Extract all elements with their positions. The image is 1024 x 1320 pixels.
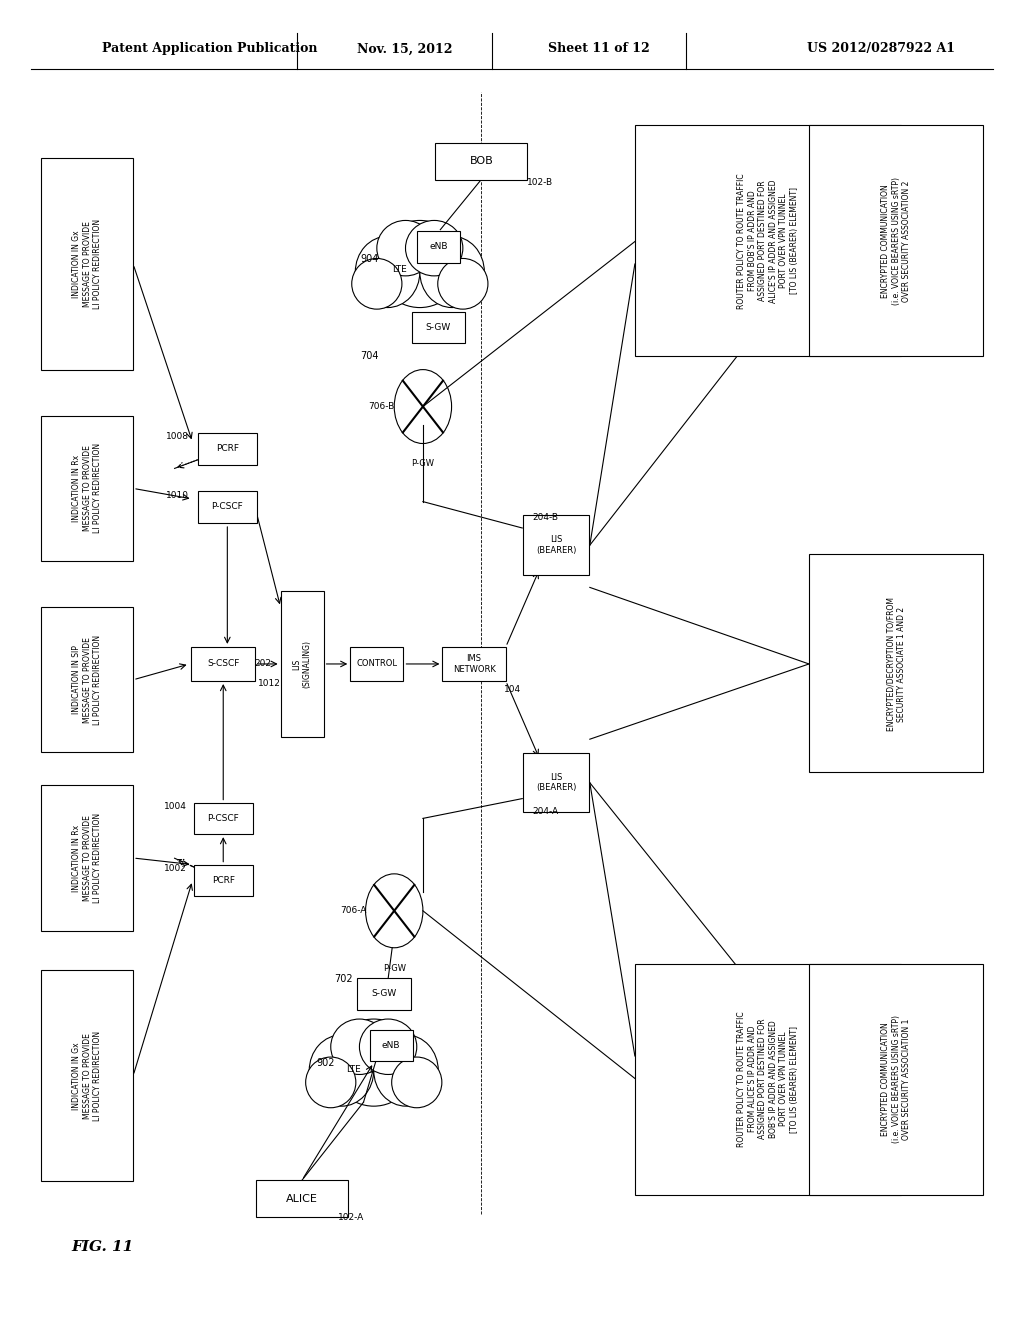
Text: ALICE: ALICE [286, 1193, 318, 1204]
Text: 202: 202 [254, 660, 271, 668]
Text: 1002: 1002 [164, 865, 186, 873]
FancyBboxPatch shape [281, 591, 324, 737]
Text: LIS
(BEARER): LIS (BEARER) [536, 774, 577, 792]
Text: P-GW: P-GW [383, 964, 406, 973]
Ellipse shape [420, 236, 484, 308]
FancyBboxPatch shape [357, 978, 411, 1010]
Ellipse shape [374, 1035, 438, 1106]
Ellipse shape [309, 1035, 374, 1106]
FancyBboxPatch shape [194, 865, 253, 896]
Ellipse shape [437, 259, 487, 309]
FancyBboxPatch shape [635, 125, 901, 356]
Text: CONTROL: CONTROL [356, 660, 397, 668]
Text: 204-A: 204-A [532, 808, 559, 816]
Text: 902: 902 [316, 1057, 335, 1068]
FancyBboxPatch shape [194, 803, 253, 834]
FancyBboxPatch shape [41, 416, 133, 561]
Text: 102-A: 102-A [338, 1213, 365, 1221]
Text: Sheet 11 of 12: Sheet 11 of 12 [548, 42, 650, 55]
Text: LIS
(BEARER): LIS (BEARER) [536, 536, 577, 554]
Text: Nov. 15, 2012: Nov. 15, 2012 [356, 42, 453, 55]
Ellipse shape [331, 1019, 388, 1074]
FancyBboxPatch shape [442, 647, 506, 681]
FancyBboxPatch shape [809, 554, 983, 772]
Text: INDICATION IN Rx
MESSAGE TO PROVIDE
LI POLICY REDIRECTION: INDICATION IN Rx MESSAGE TO PROVIDE LI P… [72, 444, 102, 533]
Text: LTE: LTE [346, 1065, 360, 1073]
Text: 904: 904 [360, 253, 379, 264]
Text: P-CSCF: P-CSCF [207, 814, 240, 822]
Text: 706-A: 706-A [340, 907, 367, 915]
FancyBboxPatch shape [41, 970, 133, 1181]
Text: 204-B: 204-B [532, 513, 558, 521]
Text: ENCRYPTED COMMUNICATION
(i.e. VOICE BEARERS USING sRTP)
OVER SECURITY ASSOCIATIO: ENCRYPTED COMMUNICATION (i.e. VOICE BEAR… [881, 1015, 911, 1143]
Ellipse shape [377, 220, 463, 308]
Text: ROUTER POLICY TO ROUTE TRAFFIC
FROM BOB'S IP ADDR AND
ASSIGNED PORT DESTINED FOR: ROUTER POLICY TO ROUTE TRAFFIC FROM BOB'… [737, 173, 799, 309]
Text: PCRF: PCRF [216, 445, 239, 453]
Text: INDICATION IN SIP
MESSAGE TO PROVIDE
LI POLICY REDIRECTION: INDICATION IN SIP MESSAGE TO PROVIDE LI … [72, 635, 102, 725]
Text: US 2012/0287922 A1: US 2012/0287922 A1 [807, 42, 954, 55]
Text: 102-B: 102-B [527, 178, 554, 186]
Ellipse shape [352, 259, 402, 309]
Ellipse shape [359, 1019, 417, 1074]
Ellipse shape [355, 236, 420, 308]
FancyBboxPatch shape [350, 647, 403, 681]
Text: eNB: eNB [429, 243, 447, 251]
Text: 1012: 1012 [258, 680, 281, 688]
Text: INDICATION IN Rx
MESSAGE TO PROVIDE
LI POLICY REDIRECTION: INDICATION IN Rx MESSAGE TO PROVIDE LI P… [72, 813, 102, 903]
FancyBboxPatch shape [435, 143, 527, 180]
Ellipse shape [406, 220, 463, 276]
FancyBboxPatch shape [635, 964, 901, 1195]
Ellipse shape [377, 220, 434, 276]
Text: P-GW: P-GW [412, 459, 434, 469]
Text: LIS
(SIGNALING): LIS (SIGNALING) [293, 640, 311, 688]
FancyBboxPatch shape [198, 491, 257, 523]
Text: ENCRYPTED COMMUNICATION
(i.e. VOICE BEARERS USING sRTP)
OVER SECURITY ASSOCIATIO: ENCRYPTED COMMUNICATION (i.e. VOICE BEAR… [881, 177, 911, 305]
FancyBboxPatch shape [523, 515, 590, 576]
Text: S-GW: S-GW [426, 323, 451, 331]
Text: 104: 104 [504, 685, 521, 693]
Text: P-CSCF: P-CSCF [211, 503, 244, 511]
Text: S-CSCF: S-CSCF [207, 660, 240, 668]
Text: INDICATION IN Gx
MESSAGE TO PROVIDE
LI POLICY REDIRECTION: INDICATION IN Gx MESSAGE TO PROVIDE LI P… [72, 1031, 102, 1121]
Text: IMS
NETWORK: IMS NETWORK [453, 655, 496, 673]
Text: ENCRYPTED/DECRYPTION TO/FROM
SECURITY ASSOCIATE 1 AND 2: ENCRYPTED/DECRYPTION TO/FROM SECURITY AS… [887, 597, 905, 731]
Ellipse shape [305, 1057, 356, 1107]
Text: BOB: BOB [469, 156, 494, 166]
Text: 1010: 1010 [167, 491, 189, 499]
Text: FIG. 11: FIG. 11 [72, 1241, 134, 1254]
Text: 702: 702 [335, 974, 353, 985]
Text: 1008: 1008 [167, 433, 189, 441]
FancyBboxPatch shape [256, 1180, 348, 1217]
Text: eNB: eNB [382, 1041, 400, 1049]
FancyBboxPatch shape [191, 647, 255, 681]
Text: LTE: LTE [392, 265, 407, 273]
Text: S-GW: S-GW [372, 990, 396, 998]
FancyBboxPatch shape [370, 1030, 413, 1061]
Ellipse shape [391, 1057, 442, 1107]
Text: INDICATION IN Gx
MESSAGE TO PROVIDE
LI POLICY REDIRECTION: INDICATION IN Gx MESSAGE TO PROVIDE LI P… [72, 219, 102, 309]
FancyBboxPatch shape [412, 312, 465, 343]
FancyBboxPatch shape [41, 785, 133, 931]
FancyBboxPatch shape [41, 158, 133, 370]
Text: 704: 704 [360, 351, 379, 362]
FancyBboxPatch shape [809, 125, 983, 356]
FancyBboxPatch shape [198, 433, 257, 465]
FancyBboxPatch shape [41, 607, 133, 752]
Text: Patent Application Publication: Patent Application Publication [102, 42, 317, 55]
Text: 1004: 1004 [164, 803, 186, 810]
FancyBboxPatch shape [417, 231, 460, 263]
Ellipse shape [331, 1019, 417, 1106]
Text: PCRF: PCRF [212, 876, 234, 884]
Text: ROUTER POLICY TO ROUTE TRAFFIC
FROM ALICE'S IP ADDR AND
ASSIGNED PORT DESTINED F: ROUTER POLICY TO ROUTE TRAFFIC FROM ALIC… [737, 1011, 799, 1147]
Text: 706-B: 706-B [368, 403, 394, 411]
FancyBboxPatch shape [809, 964, 983, 1195]
FancyBboxPatch shape [523, 752, 590, 813]
